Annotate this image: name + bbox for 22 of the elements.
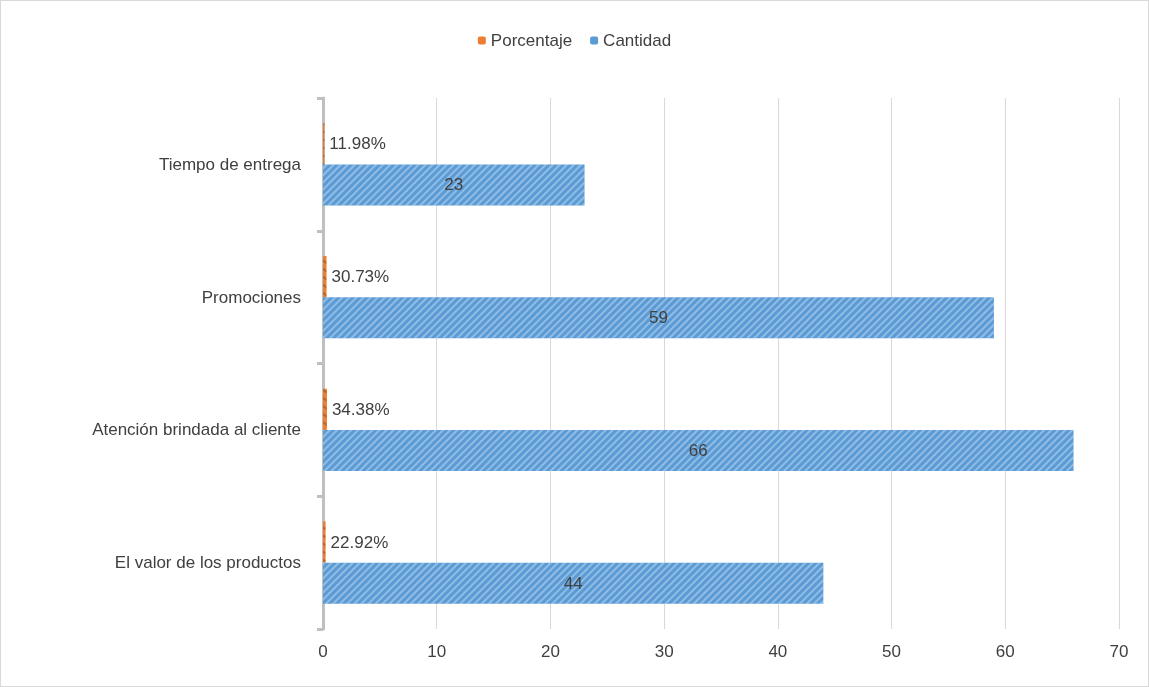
x-tick-label: 0 — [318, 642, 328, 661]
legend-label: Cantidad — [603, 31, 672, 50]
legend-label: Porcentaje — [490, 31, 573, 50]
data-label: 66 — [688, 440, 708, 460]
data-label: 22.92% — [330, 532, 389, 552]
x-tick-label: 50 — [882, 642, 902, 661]
data-label: 11.98% — [329, 134, 386, 154]
data-label: 23 — [444, 175, 464, 195]
data-label: 34.38% — [331, 399, 390, 419]
y-tick-label: Tiempo de entrega — [158, 154, 302, 174]
y-tick-label: Promociones — [201, 287, 301, 307]
data-label: 30.73% — [331, 267, 390, 287]
x-tick-label: 10 — [427, 642, 447, 661]
y-tick-label: Atención brindada al cliente — [92, 420, 301, 440]
y-tick-label: El valor de los productos — [114, 553, 301, 573]
x-tick-label: 30 — [654, 642, 674, 661]
x-tick-label: 40 — [768, 642, 788, 661]
x-tick-label: 20 — [540, 642, 560, 661]
data-label: 59 — [649, 308, 668, 328]
x-tick-label: 70 — [1109, 642, 1129, 661]
x-tick-label: 60 — [995, 642, 1015, 661]
data-label: 44 — [563, 573, 583, 593]
